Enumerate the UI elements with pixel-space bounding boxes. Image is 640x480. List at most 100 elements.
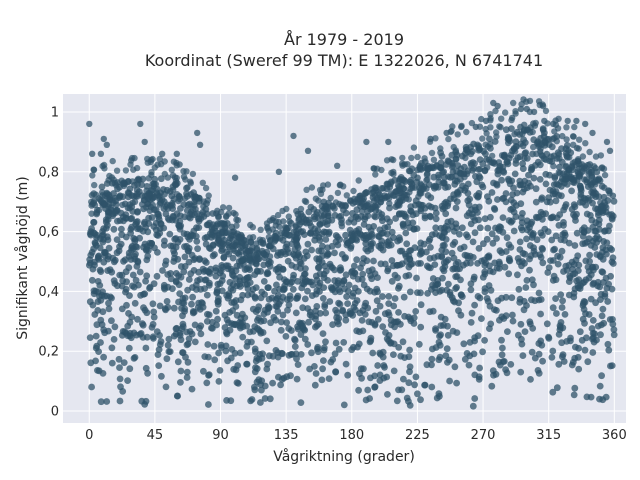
chart-title-line-1: År 1979 - 2019 [284,30,404,49]
data-point [484,164,491,171]
data-point [214,315,222,323]
data-point [299,304,307,312]
data-point [499,344,506,352]
data-point [100,161,108,169]
data-point [162,210,170,218]
data-point [119,180,127,188]
data-point [423,164,431,172]
data-point [260,278,268,285]
data-point [322,338,329,346]
data-point [372,171,379,178]
data-point [406,368,413,376]
data-point [127,229,134,237]
data-point [340,401,348,409]
data-point [365,318,373,326]
data-point [222,213,230,221]
data-point [399,154,406,162]
data-point [520,297,528,305]
data-point [410,314,418,322]
data-point [461,355,469,363]
data-point [92,344,100,352]
data-point [539,245,546,253]
data-point [459,224,466,232]
data-point [532,198,540,206]
data-point [234,362,242,369]
data-point [581,319,588,327]
x-tick-label: 135 [274,428,299,443]
data-point [119,277,127,285]
data-point [174,392,181,400]
data-point [248,396,256,403]
data-point [150,223,158,230]
data-point [191,321,199,329]
data-point [519,160,526,168]
data-point [436,353,444,361]
data-point [598,165,605,172]
data-point [103,141,111,148]
data-point [413,274,420,282]
data-point [431,261,439,268]
data-point [127,161,134,168]
data-point [126,365,134,373]
data-point [351,270,359,278]
data-point [157,338,165,345]
data-point [95,367,103,375]
data-point [326,298,334,305]
data-point [139,321,147,329]
data-point [400,293,408,301]
data-point [352,306,359,314]
data-point [539,126,547,134]
data-point [239,333,247,341]
data-point [442,236,450,243]
data-point [131,354,139,361]
data-point [358,317,366,324]
data-point [417,396,424,404]
data-point [101,329,109,337]
data-point [148,169,155,176]
data-point [297,205,305,213]
data-point [272,266,280,273]
data-point [108,359,116,367]
data-point [458,123,465,131]
data-point [359,270,367,278]
data-point [603,284,611,292]
data-point [557,291,565,298]
data-point [521,121,528,128]
data-point [183,374,191,381]
data-point [536,176,544,183]
data-point [356,194,364,202]
data-point [344,300,351,307]
data-point [585,235,593,243]
data-point [602,202,609,209]
data-point [573,117,580,125]
data-point [491,306,498,313]
data-point [416,165,424,173]
data-point [297,351,305,358]
data-point [575,365,583,373]
data-point [474,209,481,216]
data-point [90,166,98,173]
data-point [440,259,448,267]
data-point [179,349,186,356]
data-point [510,99,517,107]
data-point [321,303,329,311]
data-point [224,262,232,270]
data-point [565,291,573,299]
data-point [87,359,95,367]
data-point [179,323,187,330]
data-point [545,264,553,271]
data-point [453,224,460,232]
data-point [479,348,486,356]
data-point [579,240,587,248]
data-point [444,331,452,339]
data-point [394,274,401,282]
data-point [264,269,271,276]
data-point [300,271,308,278]
data-point [609,192,617,199]
data-point [565,147,572,154]
data-point [91,239,99,247]
data-point [169,199,176,207]
data-point [195,224,203,232]
data-point [145,175,152,182]
data-point [142,344,150,352]
